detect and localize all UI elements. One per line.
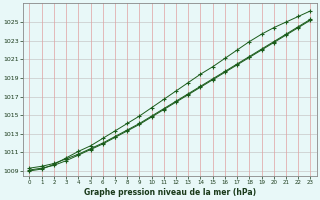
X-axis label: Graphe pression niveau de la mer (hPa): Graphe pression niveau de la mer (hPa)	[84, 188, 256, 197]
